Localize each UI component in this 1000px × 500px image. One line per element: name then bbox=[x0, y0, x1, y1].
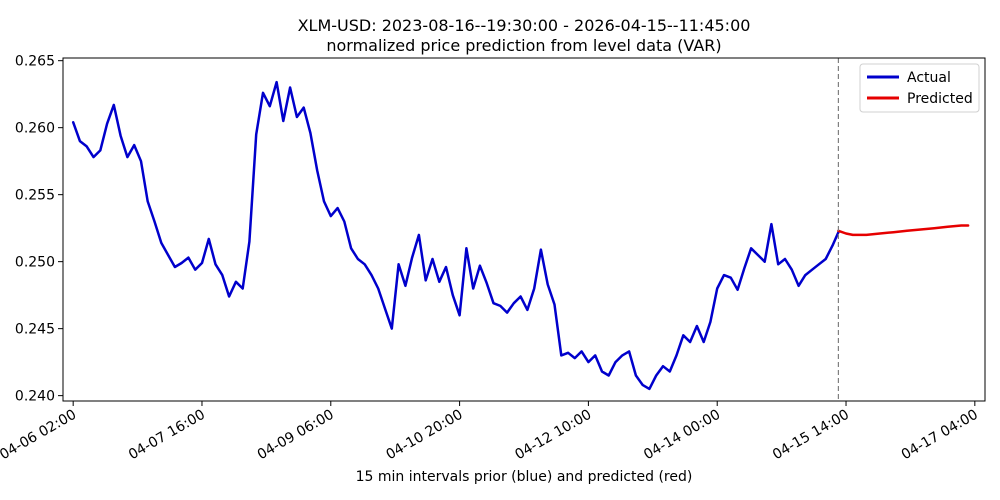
legend-actual-label: Actual bbox=[907, 70, 951, 86]
y-tick-label: 0.255 bbox=[15, 188, 55, 204]
plot-area bbox=[71, 58, 970, 401]
chart-title: XLM-USD: 2023-08-16--19:30:00 - 2026-04-… bbox=[298, 16, 751, 35]
y-tick-label: 0.265 bbox=[15, 54, 55, 70]
x-tick-label: 04-06 02:00 bbox=[0, 407, 79, 464]
x-axis: 04-06 02:00 04-07 16:00 04-09 06:00 04-10 2… bbox=[0, 401, 981, 463]
plot-frame bbox=[62, 57, 986, 402]
x-axis-label: 15 min intervals prior (blue) and predic… bbox=[356, 469, 693, 485]
y-tick-label: 0.260 bbox=[15, 121, 55, 137]
x-tick-label: 04-17 04:00 bbox=[899, 407, 981, 464]
y-tick-label: 0.250 bbox=[15, 255, 55, 271]
y-tick-label: 0.245 bbox=[15, 322, 55, 338]
y-tick-label: 0.240 bbox=[15, 389, 55, 405]
x-tick-label: 04-09 06:00 bbox=[255, 407, 337, 464]
series-line-predicted bbox=[837, 224, 970, 237]
x-tick-label: 04-14 00:00 bbox=[641, 407, 723, 464]
legend: Actual Predicted bbox=[859, 63, 980, 113]
series-line-actual bbox=[71, 80, 840, 391]
chart-subtitle: normalized price prediction from level d… bbox=[326, 36, 721, 55]
x-tick-label: 04-07 16:00 bbox=[126, 407, 208, 464]
x-tick-label: 04-10 20:00 bbox=[384, 407, 466, 464]
y-axis: 0.240 0.245 0.250 0.255 0.260 0.265 bbox=[15, 54, 63, 405]
legend-predicted-label: Predicted bbox=[907, 91, 973, 107]
x-tick-label: 04-15 14:00 bbox=[770, 407, 852, 464]
x-tick-label: 04-12 10:00 bbox=[512, 407, 594, 464]
